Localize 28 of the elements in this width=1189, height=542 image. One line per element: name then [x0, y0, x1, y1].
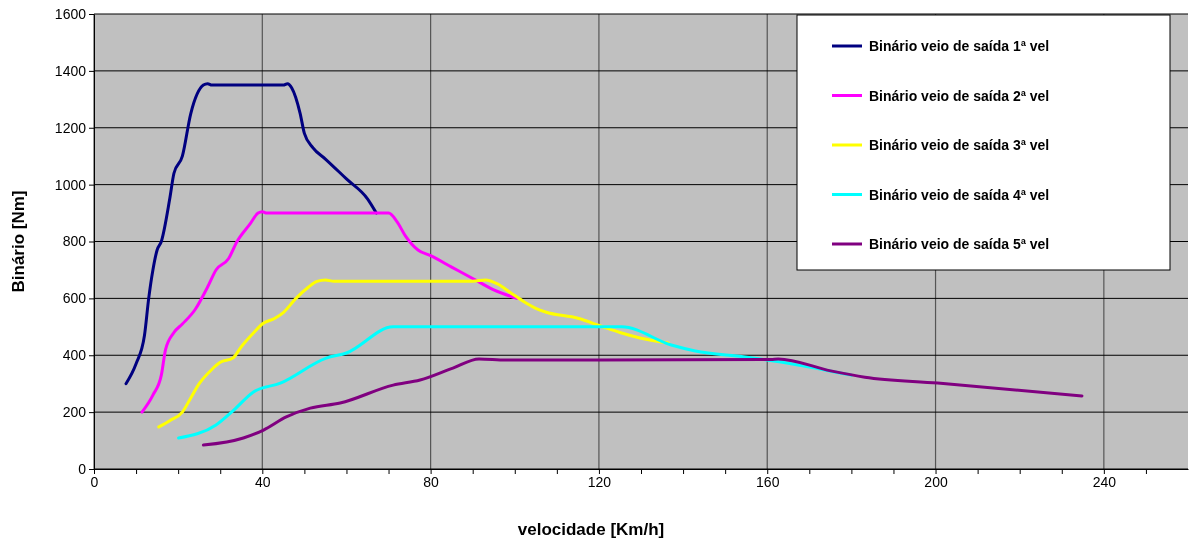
y-tick-label: 1400: [54, 62, 87, 79]
legend-label: Binário veio de saída 5ª vel: [869, 236, 1050, 252]
y-tick-label: 600: [62, 290, 87, 307]
y-tick-label: 1200: [54, 119, 87, 136]
line-series: [201, 357, 1084, 447]
y-tick-label: 800: [62, 233, 87, 250]
x-axis-title: velocidade [Km/h]: [517, 520, 665, 539]
y-tick-label: 0: [78, 460, 87, 477]
line-series: [177, 325, 853, 440]
line-series: [140, 210, 519, 414]
x-tick-label: 40: [255, 473, 271, 490]
legend-label: Binário veio de saída 1ª vel: [869, 38, 1050, 54]
x-tick-label: 120: [587, 473, 612, 490]
x-tick-label: 240: [1092, 473, 1117, 490]
y-tick-label: 1000: [54, 176, 87, 193]
legend-label: Binário veio de saída 3ª vel: [869, 137, 1050, 153]
y-tick-label: 1600: [54, 5, 87, 22]
line-series: [124, 82, 378, 386]
y-tick-label: 200: [62, 404, 87, 421]
x-tick-label: 0: [90, 473, 99, 490]
x-tick-label: 80: [423, 473, 440, 490]
x-tick-label: 160: [756, 473, 780, 490]
x-tick-label: 200: [924, 473, 948, 490]
y-tick-label: 400: [62, 347, 87, 364]
legend-label: Binário veio de saída 4ª vel: [869, 186, 1050, 203]
legend-label: Binário veio de saída 2ª vel: [869, 87, 1050, 104]
y-axis-title: Binário [Nm]: [9, 190, 28, 293]
line-series: [157, 278, 670, 429]
